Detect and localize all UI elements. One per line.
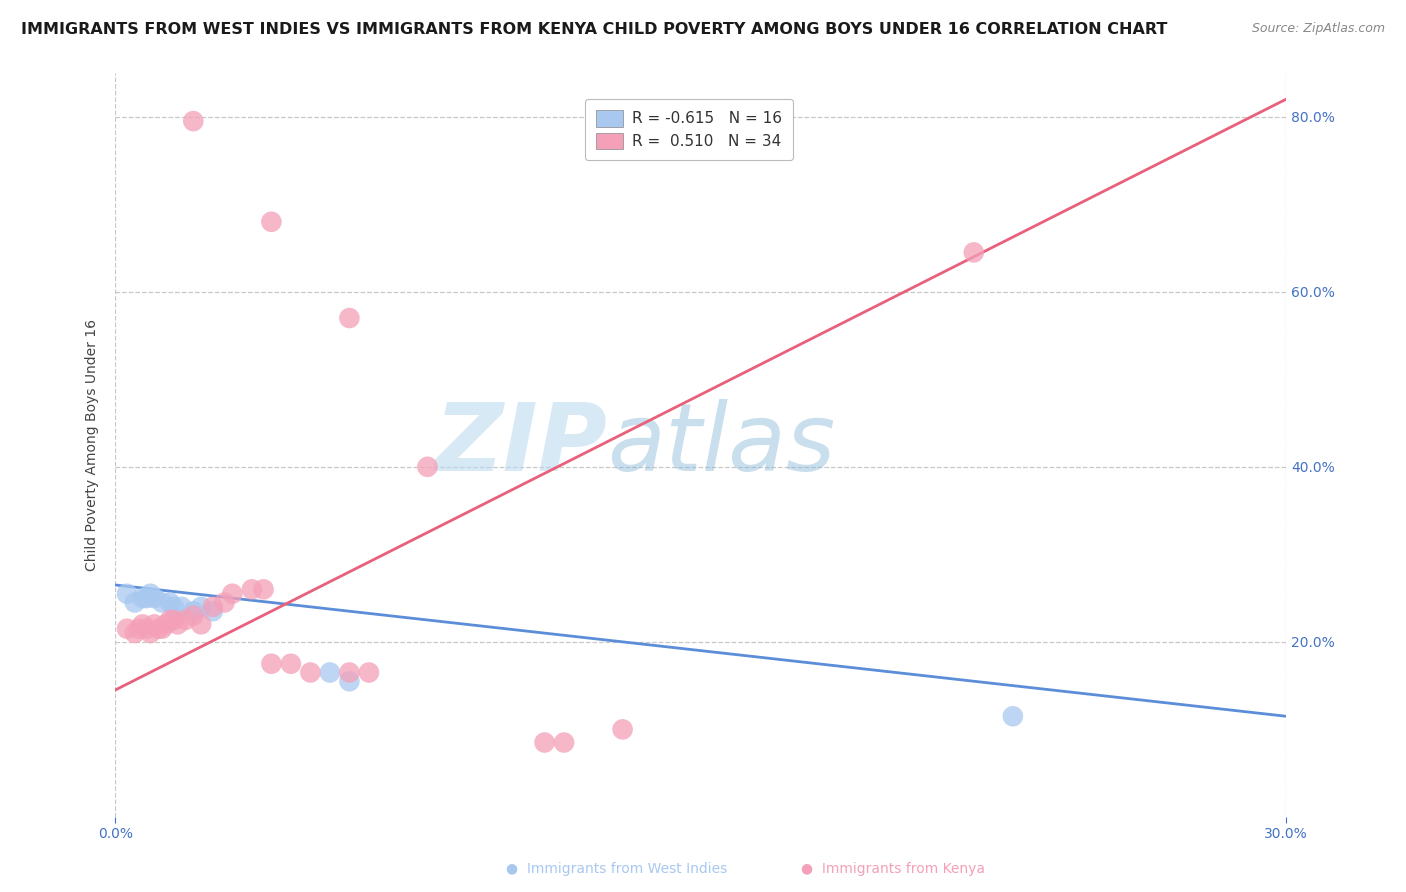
Point — [128, 622, 150, 636]
Point — [115, 587, 138, 601]
Point — [252, 582, 274, 597]
Point — [190, 599, 212, 614]
Point — [260, 657, 283, 671]
Point — [139, 626, 162, 640]
Point — [181, 604, 204, 618]
Text: Source: ZipAtlas.com: Source: ZipAtlas.com — [1251, 22, 1385, 36]
Point — [181, 608, 204, 623]
Point — [139, 587, 162, 601]
Point — [150, 622, 173, 636]
Point — [163, 599, 186, 614]
Point — [280, 657, 302, 671]
Point — [339, 665, 361, 680]
Point — [260, 215, 283, 229]
Text: atlas: atlas — [607, 400, 835, 491]
Point — [124, 595, 146, 609]
Point — [131, 617, 153, 632]
Point — [148, 622, 170, 636]
Point — [135, 622, 157, 636]
Y-axis label: Child Poverty Among Boys Under 16: Child Poverty Among Boys Under 16 — [86, 319, 100, 571]
Point — [124, 626, 146, 640]
Legend: R = -0.615   N = 16, R =  0.510   N = 34: R = -0.615 N = 16, R = 0.510 N = 34 — [585, 99, 793, 160]
Point — [135, 591, 157, 606]
Point — [190, 617, 212, 632]
Point — [533, 735, 555, 749]
Point — [170, 599, 193, 614]
Point — [963, 245, 986, 260]
Point — [174, 613, 197, 627]
Point — [150, 595, 173, 609]
Text: ZIP: ZIP — [434, 399, 607, 491]
Point — [143, 591, 166, 606]
Text: ●  Immigrants from West Indies: ● Immigrants from West Indies — [506, 862, 727, 876]
Point — [131, 591, 153, 606]
Point — [201, 604, 224, 618]
Point — [339, 311, 361, 326]
Point — [159, 613, 181, 627]
Point — [339, 674, 361, 689]
Point — [163, 613, 186, 627]
Text: ●  Immigrants from Kenya: ● Immigrants from Kenya — [801, 862, 986, 876]
Point — [166, 617, 188, 632]
Point — [299, 665, 322, 680]
Text: IMMIGRANTS FROM WEST INDIES VS IMMIGRANTS FROM KENYA CHILD POVERTY AMONG BOYS UN: IMMIGRANTS FROM WEST INDIES VS IMMIGRANT… — [21, 22, 1167, 37]
Point — [155, 617, 177, 632]
Point — [612, 723, 634, 737]
Point — [115, 622, 138, 636]
Point — [221, 587, 243, 601]
Point — [214, 595, 236, 609]
Point — [319, 665, 342, 680]
Point — [240, 582, 263, 597]
Point — [201, 599, 224, 614]
Point — [553, 735, 575, 749]
Point — [181, 114, 204, 128]
Point — [1001, 709, 1024, 723]
Point — [159, 595, 181, 609]
Point — [143, 617, 166, 632]
Point — [357, 665, 380, 680]
Point — [416, 459, 439, 474]
